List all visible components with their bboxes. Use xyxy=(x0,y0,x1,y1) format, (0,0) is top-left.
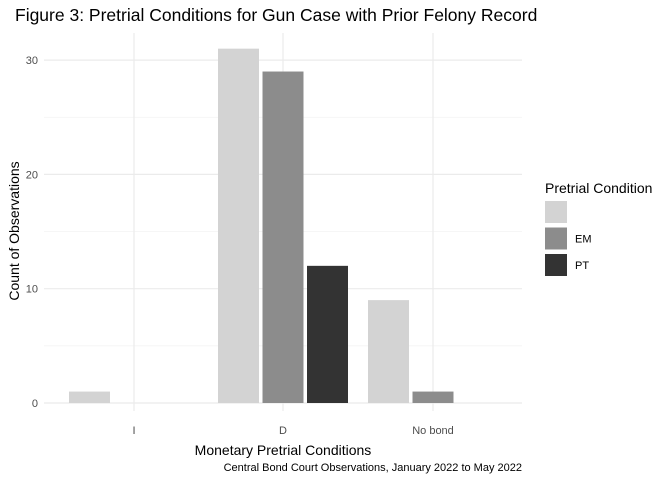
legend-key xyxy=(545,227,567,250)
bar xyxy=(412,391,454,403)
bar xyxy=(307,265,348,403)
y-axis-ticks: 0 10 20 30 xyxy=(26,55,38,410)
x-tick-label: D xyxy=(279,425,287,437)
x-axis-ticks: I D No bond xyxy=(132,425,453,437)
chart-caption: Central Bond Court Observations, January… xyxy=(224,462,522,474)
bar xyxy=(218,48,259,404)
chart-title: Figure 3: Pretrial Conditions for Gun Ca… xyxy=(15,5,537,25)
bar xyxy=(368,300,409,403)
y-tick-label: 0 xyxy=(32,398,38,410)
bar xyxy=(262,71,304,403)
x-axis-title: Monetary Pretrial Conditions xyxy=(195,442,372,458)
legend-title: Pretrial Condition xyxy=(545,180,652,196)
bar xyxy=(69,391,110,403)
y-tick-label: 20 xyxy=(26,169,38,181)
legend-label: PT xyxy=(575,260,589,272)
y-axis-title: Count of Observations xyxy=(6,161,22,300)
legend-label: EM xyxy=(575,234,592,246)
bars xyxy=(69,48,454,404)
legend-key xyxy=(545,254,567,276)
y-tick-label: 10 xyxy=(26,284,38,296)
legend: Pretrial Condition EM PT xyxy=(545,180,652,276)
x-tick-label: No bond xyxy=(412,425,454,437)
y-tick-label: 30 xyxy=(26,55,38,67)
legend-key xyxy=(545,201,567,223)
x-tick-label: I xyxy=(132,425,135,437)
